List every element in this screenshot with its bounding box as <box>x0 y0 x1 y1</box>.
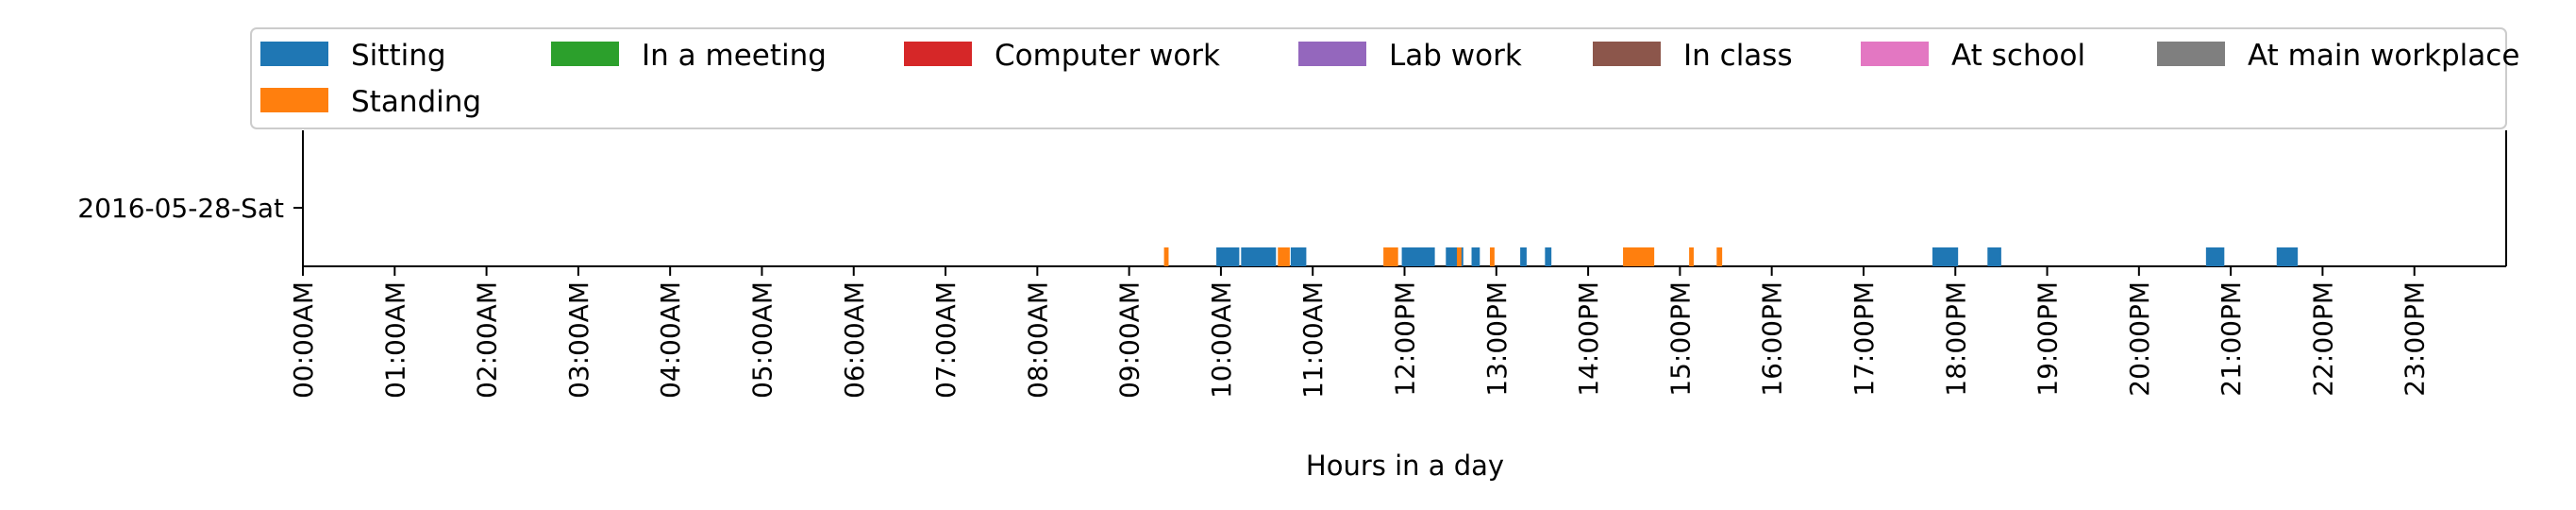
x-tick-label-3: 03:00AM <box>563 281 594 399</box>
bar-sitting-3 <box>1401 247 1435 266</box>
x-tick-label-21: 21:00PM <box>2216 281 2247 397</box>
x-tick-label-19: 19:00PM <box>2032 281 2064 397</box>
bar-sitting-8 <box>1932 247 1959 266</box>
x-tick-label-14: 14:00PM <box>1573 281 1604 397</box>
series-standing <box>1163 247 1723 266</box>
x-tick-label-8: 08:00AM <box>1022 281 1053 399</box>
x-tick-label-0: 00:00AM <box>288 281 319 399</box>
x-axis-title: Hours in a day <box>1306 450 1504 482</box>
x-axis: 00:00AM 01:00AM 02:00AM 03:00AM 04:00AM 05:00… <box>288 266 2431 399</box>
bar-sitting-11 <box>2276 247 2299 266</box>
x-tick-label-4: 04:00AM <box>655 281 686 399</box>
bar-sitting-7 <box>1545 247 1552 266</box>
legend-label-in-class: In class <box>1683 39 1793 73</box>
x-tick-label-1: 01:00AM <box>379 281 410 399</box>
x-tick-label-12: 12:00PM <box>1390 281 1421 397</box>
x-tick-label-7: 07:00AM <box>930 281 962 399</box>
bar-standing-2 <box>1383 247 1398 266</box>
legend-swatch-at-school <box>1861 42 1929 66</box>
legend-box <box>250 27 2507 129</box>
legend-label-at-school: At school <box>1951 39 2085 73</box>
x-tick-label-16: 16:00PM <box>1757 281 1788 397</box>
bar-sitting-9 <box>1987 247 2001 266</box>
series-sitting <box>1216 247 2299 266</box>
x-tick-label-11: 11:00AM <box>1297 281 1329 399</box>
bar-sitting-1 <box>1241 247 1277 266</box>
legend: Sitting In a meeting Computer work Lab work… <box>250 27 2519 129</box>
legend-swatch-in-a-meeting <box>551 42 619 66</box>
bar-sitting-10 <box>2205 247 2225 266</box>
x-tick-label-17: 17:00PM <box>1848 281 1880 397</box>
bar-sitting-5 <box>1471 247 1480 266</box>
legend-label-sitting: Sitting <box>351 39 446 73</box>
legend-swatch-sitting <box>260 42 328 66</box>
x-tick-label-13: 13:00PM <box>1481 281 1513 397</box>
y-axis: 2016-05-28-Sat <box>77 193 303 224</box>
legend-label-in-a-meeting: In a meeting <box>642 39 827 73</box>
x-tick-label-20: 20:00PM <box>2124 281 2155 397</box>
x-tick-label-2: 02:00AM <box>472 281 503 399</box>
x-tick-label-6: 06:00AM <box>839 281 870 399</box>
bar-sitting-6 <box>1520 247 1527 266</box>
bar-standing-6 <box>1689 247 1694 266</box>
x-tick-label-9: 09:00AM <box>1114 281 1146 399</box>
x-tick-label-23: 23:00PM <box>2400 281 2431 397</box>
legend-swatch-lab-work <box>1298 42 1366 66</box>
bar-standing-0 <box>1163 247 1169 266</box>
bar-sitting-0 <box>1216 247 1240 266</box>
x-tick-label-10: 10:00AM <box>1206 281 1237 399</box>
x-tick-label-15: 15:00PM <box>1664 281 1696 397</box>
bar-standing-3 <box>1456 247 1462 266</box>
legend-label-at-main-workplace: At main workplace <box>2248 39 2519 73</box>
legend-swatch-computer-work <box>904 42 972 66</box>
x-tick-label-5: 05:00AM <box>746 281 778 399</box>
bar-standing-4 <box>1489 247 1495 266</box>
legend-swatch-at-main-workplace <box>2157 42 2225 66</box>
legend-swatch-in-class <box>1593 42 1661 66</box>
legend-label-computer-work: Computer work <box>995 39 1220 73</box>
legend-label-standing: Standing <box>351 85 481 119</box>
bar-standing-1 <box>1278 247 1290 266</box>
plot-area <box>302 130 2507 267</box>
y-tick-label-0: 2016-05-28-Sat <box>77 193 284 224</box>
bar-standing-7 <box>1716 247 1723 266</box>
legend-label-lab-work: Lab work <box>1389 39 1522 73</box>
bar-standing-5 <box>1623 247 1655 266</box>
bar-sitting-2 <box>1290 247 1307 266</box>
x-tick-label-18: 18:00PM <box>1940 281 1971 397</box>
legend-swatch-standing <box>260 88 328 112</box>
x-tick-label-22: 22:00PM <box>2307 281 2338 397</box>
